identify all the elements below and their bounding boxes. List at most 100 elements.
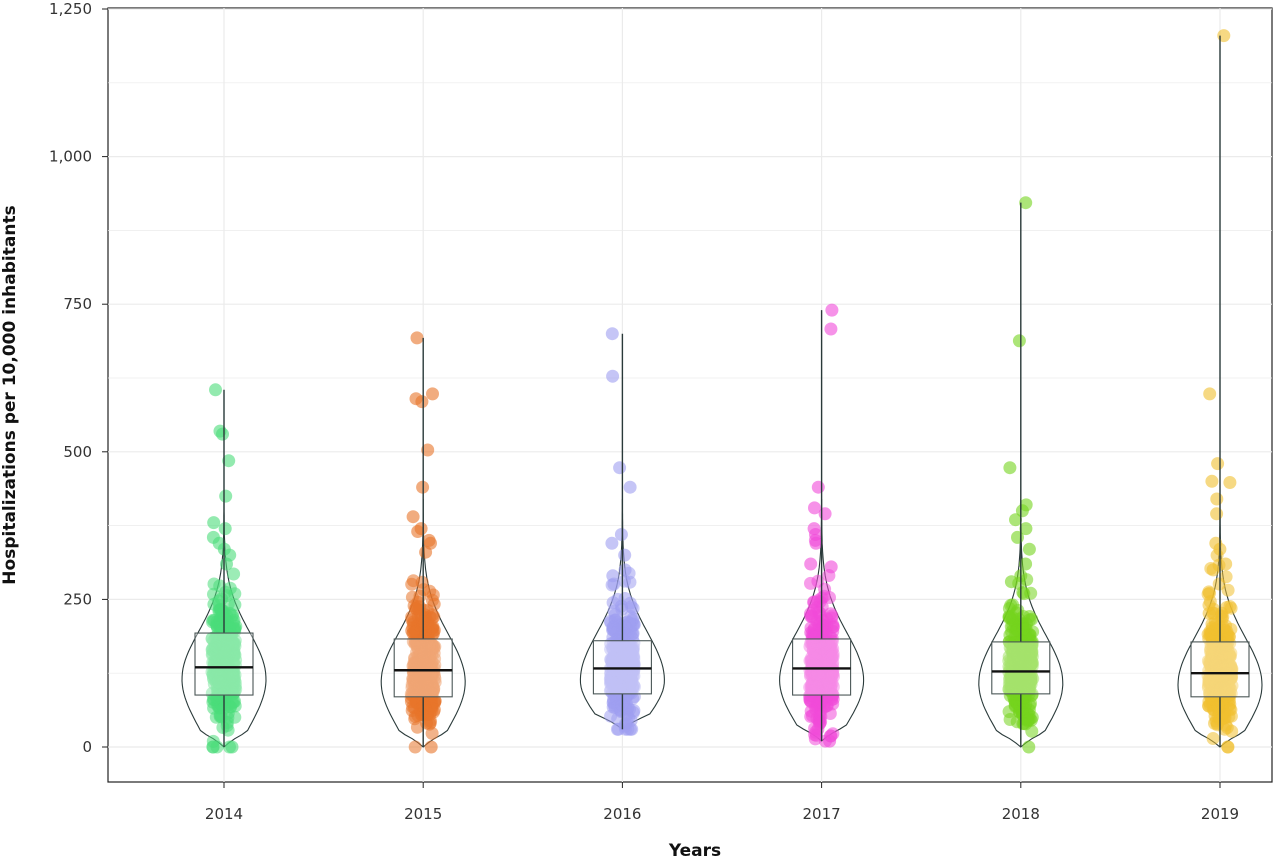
data-point (1211, 717, 1225, 731)
outlier-point (218, 522, 232, 536)
data-point (1202, 585, 1216, 599)
data-point (228, 699, 242, 713)
y-tick-label: 1,250 (49, 0, 92, 18)
violins (181, 499, 1263, 748)
outlier-point (824, 560, 838, 574)
data-point (216, 721, 230, 734)
data-point (418, 701, 432, 715)
data-point (1003, 713, 1017, 726)
data-point (1025, 639, 1039, 653)
outlier-point (216, 427, 229, 441)
data-point (825, 635, 839, 648)
violin-2014 (181, 499, 267, 748)
outlier-point (411, 525, 425, 538)
data-point (408, 740, 422, 754)
min-point (225, 740, 239, 754)
y-tick-label: 0 (82, 738, 92, 756)
data-point (625, 673, 638, 687)
outlier-point (1203, 387, 1217, 401)
violin-2017 (779, 499, 865, 742)
box-2018 (991, 641, 1051, 695)
outlier-point (1223, 476, 1237, 489)
data-point (212, 594, 226, 608)
outlier-point (222, 454, 236, 468)
outlier-point (1012, 334, 1026, 348)
data-point (1206, 732, 1220, 745)
data-point (1025, 612, 1039, 626)
data-point (405, 590, 419, 604)
x-axis-title: Years (668, 841, 721, 858)
box-2017 (792, 638, 852, 696)
jitter-points (205, 29, 1239, 754)
data-point (1003, 670, 1017, 684)
data-point (811, 594, 825, 608)
y-axis-title: Hospitalizations per 10,000 inhabitants (0, 205, 20, 584)
data-point (418, 684, 432, 698)
outlier-point (1219, 557, 1233, 571)
data-point (1020, 683, 1034, 697)
y-tick-label: 750 (63, 295, 92, 313)
data-point (811, 667, 825, 681)
outlier-point (618, 548, 632, 562)
data-point (425, 628, 439, 642)
outlier-point (207, 516, 221, 530)
y-tick-label: 500 (63, 443, 92, 461)
data-point (223, 621, 237, 635)
data-point (825, 690, 839, 704)
outlier-point (614, 528, 628, 541)
data-point (808, 630, 822, 644)
outlier-point (623, 480, 637, 494)
data-point (805, 609, 819, 623)
data-point (1224, 622, 1238, 636)
data-point (626, 626, 640, 640)
outlier-point (219, 489, 233, 503)
whiskers (223, 35, 1221, 747)
outlier-point (220, 557, 233, 571)
outlier-point (1210, 492, 1224, 506)
min-point (823, 734, 837, 748)
data-point (1023, 712, 1037, 726)
data-point (216, 691, 230, 705)
data-point (1221, 583, 1235, 597)
data-point (208, 639, 222, 653)
data-point (212, 675, 225, 689)
data-point (228, 710, 242, 724)
x-tick-label: 2016 (603, 805, 641, 823)
outlier-point (1019, 196, 1033, 210)
data-point (1202, 598, 1216, 612)
outlier-point (824, 322, 838, 336)
data-point (826, 650, 840, 664)
x-tick-label: 2017 (803, 805, 841, 823)
min-point (623, 722, 637, 736)
data-point (607, 695, 621, 709)
data-point (1026, 656, 1039, 670)
plot-background (107, 7, 1273, 783)
data-point (804, 704, 818, 718)
outlier-point (1009, 513, 1022, 527)
outlier-point (1211, 457, 1225, 471)
x-tick-label: 2014 (205, 805, 243, 823)
outlier-point (804, 557, 818, 571)
outlier-point (811, 480, 825, 494)
outlier-point (808, 501, 821, 515)
x-axis-ticks: 2014 2015 2016 2017 2018 2019 (205, 782, 1239, 823)
data-point (1015, 694, 1029, 708)
box-2014 (194, 632, 254, 696)
data-point (209, 648, 223, 662)
data-point (608, 608, 622, 622)
data-point (806, 684, 820, 698)
y-tick-label: 1,000 (49, 148, 92, 166)
outlier-point (1004, 575, 1018, 589)
outlier-point (1022, 542, 1036, 556)
data-point (1002, 611, 1016, 625)
outlier-point (606, 569, 620, 583)
data-point (407, 625, 421, 639)
data-point (1219, 570, 1233, 584)
data-point (206, 613, 220, 627)
data-point (225, 669, 239, 683)
outlier-point (1011, 530, 1024, 544)
violin-2018 (978, 499, 1064, 748)
data-point (1222, 658, 1236, 672)
data-point (427, 641, 441, 655)
